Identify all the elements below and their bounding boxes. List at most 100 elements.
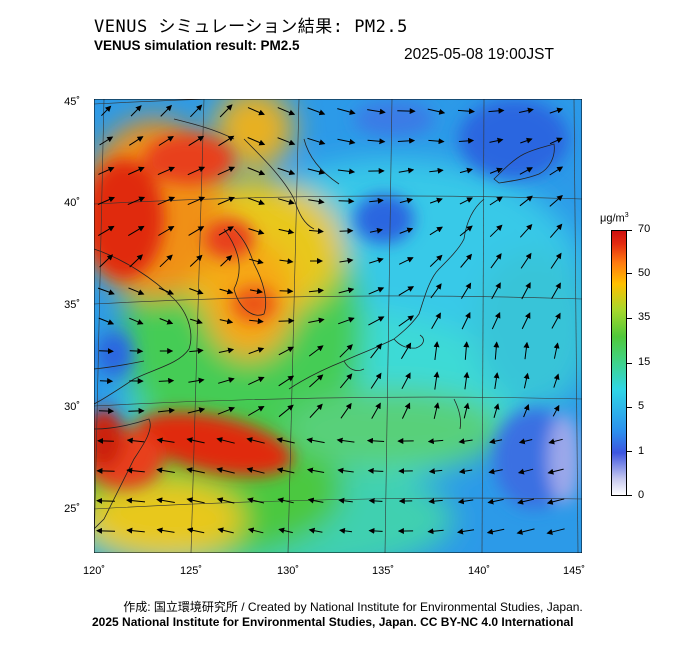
wind-arrow [463,402,470,419]
wind-arrow [97,196,116,205]
wind-arrow [463,371,470,390]
wind-arrow [101,105,112,117]
wind-arrow [159,318,174,325]
wind-arrow [188,135,205,147]
wind-arrow [523,341,530,360]
wind-arrow [493,341,500,360]
wind-arrow [217,527,234,534]
lat-label-30: 30˚ [64,401,80,413]
wind-arrow [158,225,175,236]
wind-arrow [189,288,204,295]
wind-arrow [278,228,295,235]
wind-arrow [309,374,324,388]
wind-arrow [278,375,295,387]
wind-arrow [97,287,115,295]
wind-arrow [487,498,504,505]
wind-arrow [126,437,145,444]
wind-arrow [489,224,503,238]
wind-arrow [337,467,354,474]
wind-arrow [401,372,411,390]
wind-arrow [308,345,324,357]
wind-arrow [458,137,475,144]
colorbar-tick [627,495,632,496]
wind-arrow [428,138,445,145]
wind-arrow [371,402,381,419]
colorbar-label-1: 1 [638,445,645,457]
pm25-map [93,95,583,554]
wind-arrow [248,228,265,235]
wind-arrow [553,373,560,388]
wind-arrow [431,312,441,330]
title-japanese: VENUS シミュレーション結果: PM2.5 [94,17,408,37]
colorbar [611,230,627,496]
wind-arrow [307,168,326,175]
wind-arrow [433,371,440,390]
wind-arrow [547,468,564,475]
colorbar-label-5: 5 [638,400,645,412]
wind-arrow [248,347,265,355]
wind-arrow [307,137,326,146]
wind-arrow [158,287,175,295]
colorbar-tick [627,363,632,364]
wind-arrow [337,168,356,175]
lon-label-145: 145˚ [562,565,586,577]
wind-arrow [128,287,145,295]
wind-arrow [160,104,173,117]
wind-arrow [98,166,115,175]
wind-arrow [189,318,203,325]
wind-arrow [247,137,266,146]
wind-arrow [397,137,416,144]
wind-arrow [370,372,382,389]
wind-arrow [369,257,384,264]
wind-arrow [368,316,385,326]
colorbar-tick [627,230,632,231]
wind-arrow [309,403,323,418]
wind-arrow [126,497,146,504]
wind-arrow [186,527,205,534]
wind-arrow [457,108,475,115]
wind-arrow [338,317,355,325]
wind-arrow [246,437,265,444]
wind-arrow [157,407,175,414]
wind-arrow [549,194,563,207]
wind-arrow [156,467,175,474]
wind-arrow [398,315,415,327]
colorbar-tick [627,451,632,452]
wind-arrow [489,438,503,445]
wind-arrow [549,137,563,145]
wind-arrow [401,402,411,419]
wind-arrow [488,468,503,475]
wind-arrow [338,287,355,294]
wind-arrow [249,258,264,265]
colorbar-label-15: 15 [638,356,651,368]
wind-arrow [366,437,385,444]
wind-arrow [549,166,564,176]
wind-arrow [340,402,352,419]
wind-arrow [249,288,263,295]
wind-arrow [427,438,444,445]
wind-arrow [338,497,353,504]
wind-arrow [458,438,473,445]
wind-arrow [519,223,533,238]
lon-label-135: 135˚ [371,565,395,577]
wind-arrow [457,528,475,535]
wind-arrow [491,282,501,300]
wind-arrow [156,497,175,504]
wind-arrow [247,497,265,504]
wind-arrow [339,527,353,534]
wind-arrow [368,287,385,295]
wind-arrow [158,135,174,146]
wind-arrow [216,467,235,474]
wind-arrow [218,347,235,354]
wind-arrow [187,407,206,414]
wind-arrow [309,228,324,235]
wind-arrow [278,317,295,324]
wind-arrow [458,468,473,475]
lon-label-120: 120˚ [82,565,106,577]
wind-arrow [463,341,470,360]
wind-arrow [129,317,144,325]
graticule [93,95,583,554]
wind-arrow [520,252,532,269]
wind-arrow [520,137,533,144]
wind-arrow [337,108,356,115]
